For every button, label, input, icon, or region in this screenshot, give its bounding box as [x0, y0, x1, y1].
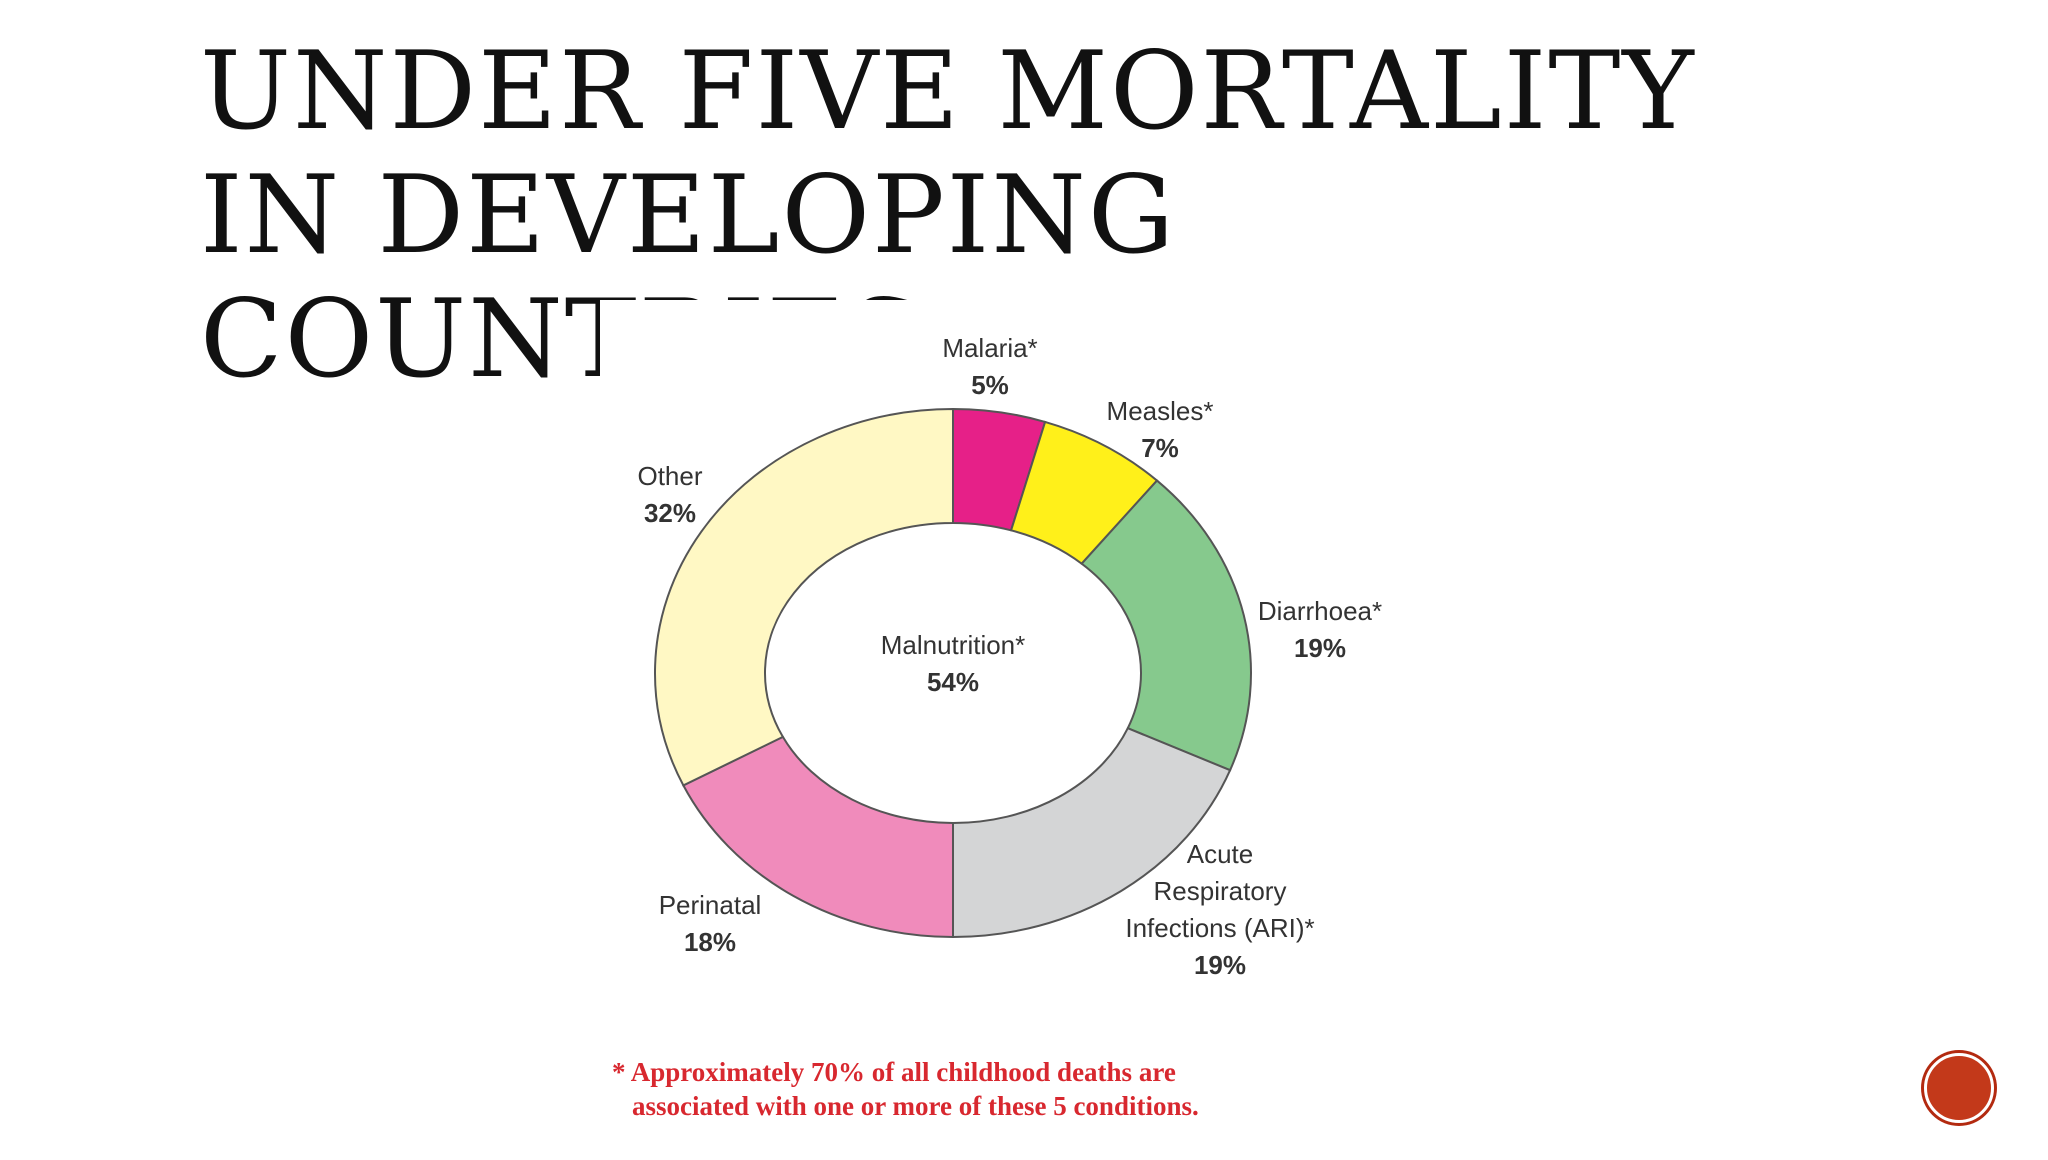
slice-label-malaria-value: 5%	[971, 370, 1009, 400]
slice-label-malaria-name: Malaria*	[942, 333, 1038, 363]
center-label: Malnutrition* 54%	[881, 627, 1026, 701]
donut-chart	[654, 407, 1252, 939]
slice-label-perinatal-value: 18%	[683, 927, 737, 957]
slice-label-ari: Acute Respiratory Infections (ARI)* 19%	[1125, 836, 1314, 984]
donut-slice-acute-respiratory-infections-ari	[952, 726, 1232, 939]
slice-label-ari-name-1: Acute	[1186, 839, 1254, 869]
donut-slice-perinatal	[681, 735, 954, 939]
slice-label-diarrhoea: Diarrhoea* 19%	[1258, 593, 1382, 667]
slice-label-perinatal: Perinatal 18%	[659, 887, 762, 961]
footnote-line-2: associated with one or more of these 5 c…	[632, 1091, 1199, 1121]
slice-label-measles-name: Measles*	[1106, 396, 1214, 426]
slice-label-measles-value: 7%	[1141, 433, 1179, 463]
center-label-value: 54%	[926, 667, 980, 697]
slice-label-other: Other 32%	[637, 458, 702, 532]
slice-label-perinatal-name: Perinatal	[658, 890, 762, 920]
title-line-1: UNDER FIVE MORTALITY	[200, 29, 1696, 154]
slice-label-malaria: Malaria* 5%	[942, 330, 1037, 404]
donut-chart-panel: Malnutrition* 54% Malaria* 5% Measles* 7…	[600, 300, 1480, 1160]
donut-slice-diarrhoea	[1080, 479, 1252, 772]
center-label-name: Malnutrition*	[880, 630, 1026, 660]
slice-label-diarrhoea-value: 19%	[1293, 633, 1347, 663]
footnote-line-1: * Approximately 70% of all childhood dea…	[612, 1057, 1176, 1087]
slice-label-diarrhoea-name: Diarrhoea*	[1257, 596, 1383, 626]
slice-label-ari-value: 19%	[1193, 950, 1247, 980]
slice-label-other-name: Other	[637, 461, 703, 491]
slice-label-ari-name-3: Infections (ARI)*	[1125, 913, 1315, 943]
title-line-2: IN DEVELOPING	[200, 153, 1177, 278]
donut-slice-other	[654, 407, 954, 787]
slice-label-other-value: 32%	[643, 498, 697, 528]
slice-label-measles: Measles* 7%	[1107, 393, 1214, 467]
chart-footnote: * Approximately 70% of all childhood dea…	[612, 1055, 1432, 1123]
slice-label-ari-name-2: Respiratory	[1153, 876, 1287, 906]
circle-nav-button[interactable]	[1924, 1053, 1994, 1123]
